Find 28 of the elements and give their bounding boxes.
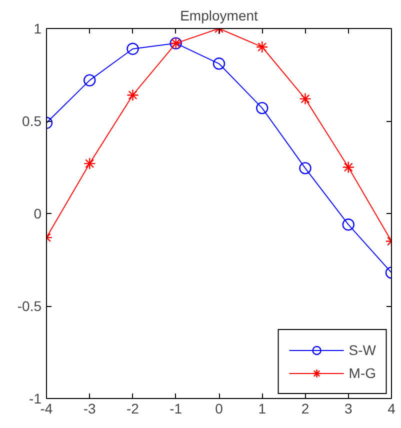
y-tick-label: -0.5 — [17, 298, 42, 314]
point — [126, 42, 139, 55]
legend-label: M-G — [348, 365, 376, 381]
point — [212, 58, 226, 70]
point — [84, 74, 96, 86]
y-tick-label: -1 — [29, 390, 42, 406]
point — [126, 89, 139, 102]
x-tick-label: 0 — [215, 400, 224, 416]
x-tick-label: -4 — [40, 400, 53, 416]
x-tick-label: 2 — [301, 400, 310, 416]
chart-title: Employment — [180, 8, 258, 24]
point — [342, 218, 354, 231]
x-tick-label: -3 — [83, 400, 96, 416]
x-tick-label: -1 — [170, 400, 182, 416]
x-tick-label: -2 — [126, 400, 140, 416]
point — [299, 92, 312, 105]
x-tick-label: 3 — [344, 400, 352, 416]
y-tick-label: 0 — [34, 206, 42, 222]
x-tick-label: 4 — [388, 400, 396, 416]
legend-label: S-W — [348, 342, 376, 358]
y-tick-label: 0.5 — [22, 113, 42, 129]
x-tick-label: 1 — [258, 400, 266, 416]
point — [84, 157, 96, 170]
point — [342, 161, 354, 174]
point — [256, 102, 268, 114]
point — [299, 162, 312, 174]
y-tick-label: 1 — [34, 20, 42, 36]
point — [256, 40, 268, 54]
